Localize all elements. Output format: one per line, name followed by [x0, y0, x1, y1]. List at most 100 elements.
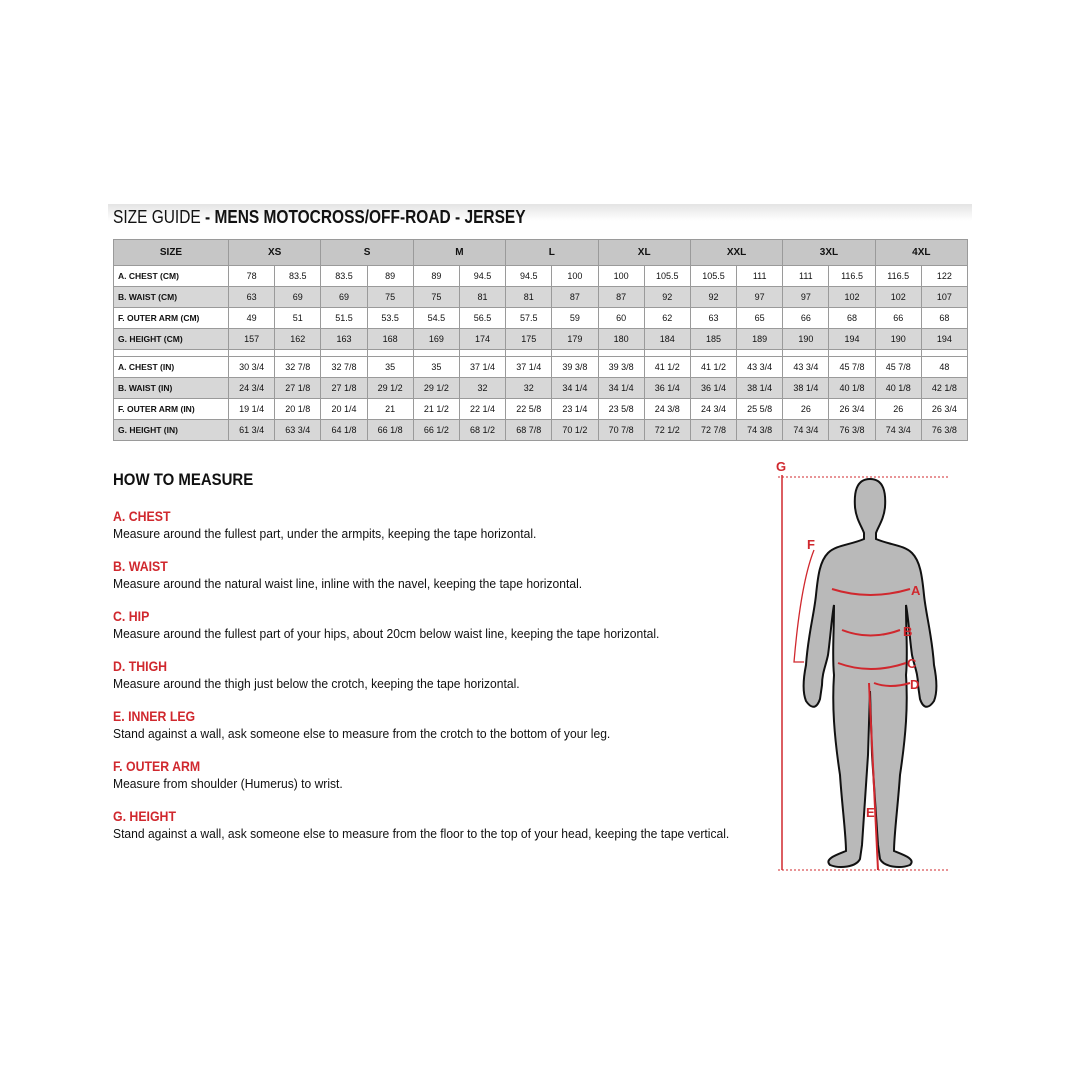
table-row: B. WAIST (IN) 24 3/4 27 1/8 27 1/8 29 1/2 29 …: [113, 377, 969, 399]
size-header-s: S: [320, 239, 414, 266]
row-label: A. CHEST (IN): [113, 356, 229, 378]
row-label: B. WAIST (CM): [113, 286, 229, 308]
table-cell: 68: [920, 307, 969, 329]
table-cell: 66 1/2: [412, 419, 460, 441]
measure-title: D. THIGH: [113, 658, 168, 674]
spacer-cell: [828, 349, 876, 357]
table-cell: 174: [458, 328, 507, 350]
table-cell: 189: [736, 328, 784, 350]
table-cell: 53.5: [366, 307, 414, 329]
table-cell: 23 5/8: [597, 398, 645, 420]
spacer-cell: [274, 349, 322, 357]
table-cell: 63: [689, 307, 738, 329]
table-cell: 24 3/8: [643, 398, 691, 420]
table-row: F. OUTER ARM (CM) 49 51 51.5 53.5 54.5 56.5 57.…: [113, 307, 969, 329]
label-e: E: [866, 805, 875, 820]
table-cell: 94.5: [505, 265, 553, 287]
table-cell: 45 7/8: [874, 356, 922, 378]
measure-title: F. OUTER ARM: [113, 758, 201, 774]
table-cell: 76 3/8: [828, 419, 876, 441]
row-label: G. HEIGHT (IN): [113, 419, 229, 441]
table-cell: 70 1/2: [551, 419, 599, 441]
table-row: G. HEIGHT (IN) 61 3/4 63 3/4 64 1/8 66 1/8 66…: [113, 419, 969, 441]
table-cell: 64 1/8: [320, 419, 368, 441]
table-cell: 180: [597, 328, 645, 350]
table-cell: 68: [828, 307, 876, 329]
size-header-xl: XL: [597, 239, 691, 266]
table-cell: 76 3/8: [920, 419, 969, 441]
table-row: B. WAIST (CM) 63 69 69 75 75 81 81 87 87 92 92 97 97 1…: [113, 286, 969, 308]
measure-description: Measure around the fullest part of your …: [113, 626, 660, 641]
table-cell: 68 1/2: [458, 419, 507, 441]
table-spacer-row: [113, 349, 969, 357]
table-cell: 190: [782, 328, 830, 350]
measure-title: E. INNER LEG: [113, 708, 196, 724]
size-header-4xl: 4XL: [874, 239, 969, 266]
spacer-cell: [505, 349, 553, 357]
spacer-cell: [920, 349, 969, 357]
body-measurement-figure: G F A B C D E: [776, 459, 950, 871]
table-cell: 43 3/4: [782, 356, 830, 378]
table-cell: 100: [597, 265, 645, 287]
table-cell: 56.5: [458, 307, 507, 329]
table-cell: 35: [412, 356, 460, 378]
spacer-cell: [320, 349, 368, 357]
table-cell: 26 3/4: [828, 398, 876, 420]
label-g: G: [776, 459, 786, 474]
row-label: B. WAIST (IN): [113, 377, 229, 399]
table-cell: 36 1/4: [689, 377, 738, 399]
spacer-cell: [551, 349, 599, 357]
table-cell: 38 1/4: [782, 377, 830, 399]
size-header-l: L: [505, 239, 599, 266]
measure-item: A. CHEST Measure around the fullest part,…: [113, 508, 776, 558]
size-header-row: SIZE XS S M L XL XXL 3XL 4XL: [113, 239, 969, 266]
table-cell: 89: [412, 265, 460, 287]
table-cell: 20 1/8: [274, 398, 322, 420]
measure-title: G. HEIGHT: [113, 808, 176, 824]
table-cell: 24 3/4: [227, 377, 276, 399]
spacer-cell: [597, 349, 645, 357]
label-f: F: [807, 537, 815, 552]
table-cell: 34 1/4: [551, 377, 599, 399]
measure-description: Measure around the fullest part, under t…: [113, 526, 537, 541]
spacer-cell: [227, 349, 276, 357]
measure-item: G. HEIGHT Stand against a wall, ask someo…: [113, 808, 776, 858]
table-cell: 70 7/8: [597, 419, 645, 441]
table-cell: 37 1/4: [458, 356, 507, 378]
spacer-cell: [113, 349, 229, 357]
table-cell: 102: [828, 286, 876, 308]
table-cell: 43 3/4: [736, 356, 784, 378]
table-cell: 20 1/4: [320, 398, 368, 420]
table-cell: 27 1/8: [320, 377, 368, 399]
table-cell: 35: [366, 356, 414, 378]
table-cell: 30 3/4: [227, 356, 276, 378]
table-cell: 61 3/4: [227, 419, 276, 441]
table-row: G. HEIGHT (CM) 157 162 163 168 169 174 175 179 18…: [113, 328, 969, 350]
size-table: SIZE XS S M L XL XXL 3XL 4XL A. CHEST (CM) 78 83.5…: [113, 239, 969, 441]
table-cell: 75: [412, 286, 460, 308]
table-cell: 32 7/8: [320, 356, 368, 378]
table-row: A. CHEST (IN) 30 3/4 32 7/8 32 7/8 35 35 37 1/…: [113, 356, 969, 378]
table-cell: 169: [412, 328, 460, 350]
measure-title: A. CHEST: [113, 508, 171, 524]
table-cell: 32: [505, 377, 553, 399]
table-cell: 32: [458, 377, 507, 399]
table-cell: 100: [551, 265, 599, 287]
table-cell: 19 1/4: [227, 398, 276, 420]
measure-item: F. OUTER ARM Measure from shoulder (Humer…: [113, 758, 776, 808]
table-cell: 29 1/2: [412, 377, 460, 399]
table-cell: 51: [274, 307, 322, 329]
table-cell: 194: [828, 328, 876, 350]
table-cell: 97: [736, 286, 784, 308]
table-cell: 116.5: [874, 265, 922, 287]
label-b: B: [903, 624, 912, 639]
table-cell: 81: [458, 286, 507, 308]
table-cell: 105.5: [689, 265, 738, 287]
table-cell: 87: [551, 286, 599, 308]
table-cell: 48: [920, 356, 969, 378]
table-cell: 22 1/4: [458, 398, 507, 420]
table-cell: 83.5: [320, 265, 368, 287]
table-cell: 168: [366, 328, 414, 350]
table-cell: 51.5: [320, 307, 368, 329]
table-cell: 26 3/4: [920, 398, 969, 420]
